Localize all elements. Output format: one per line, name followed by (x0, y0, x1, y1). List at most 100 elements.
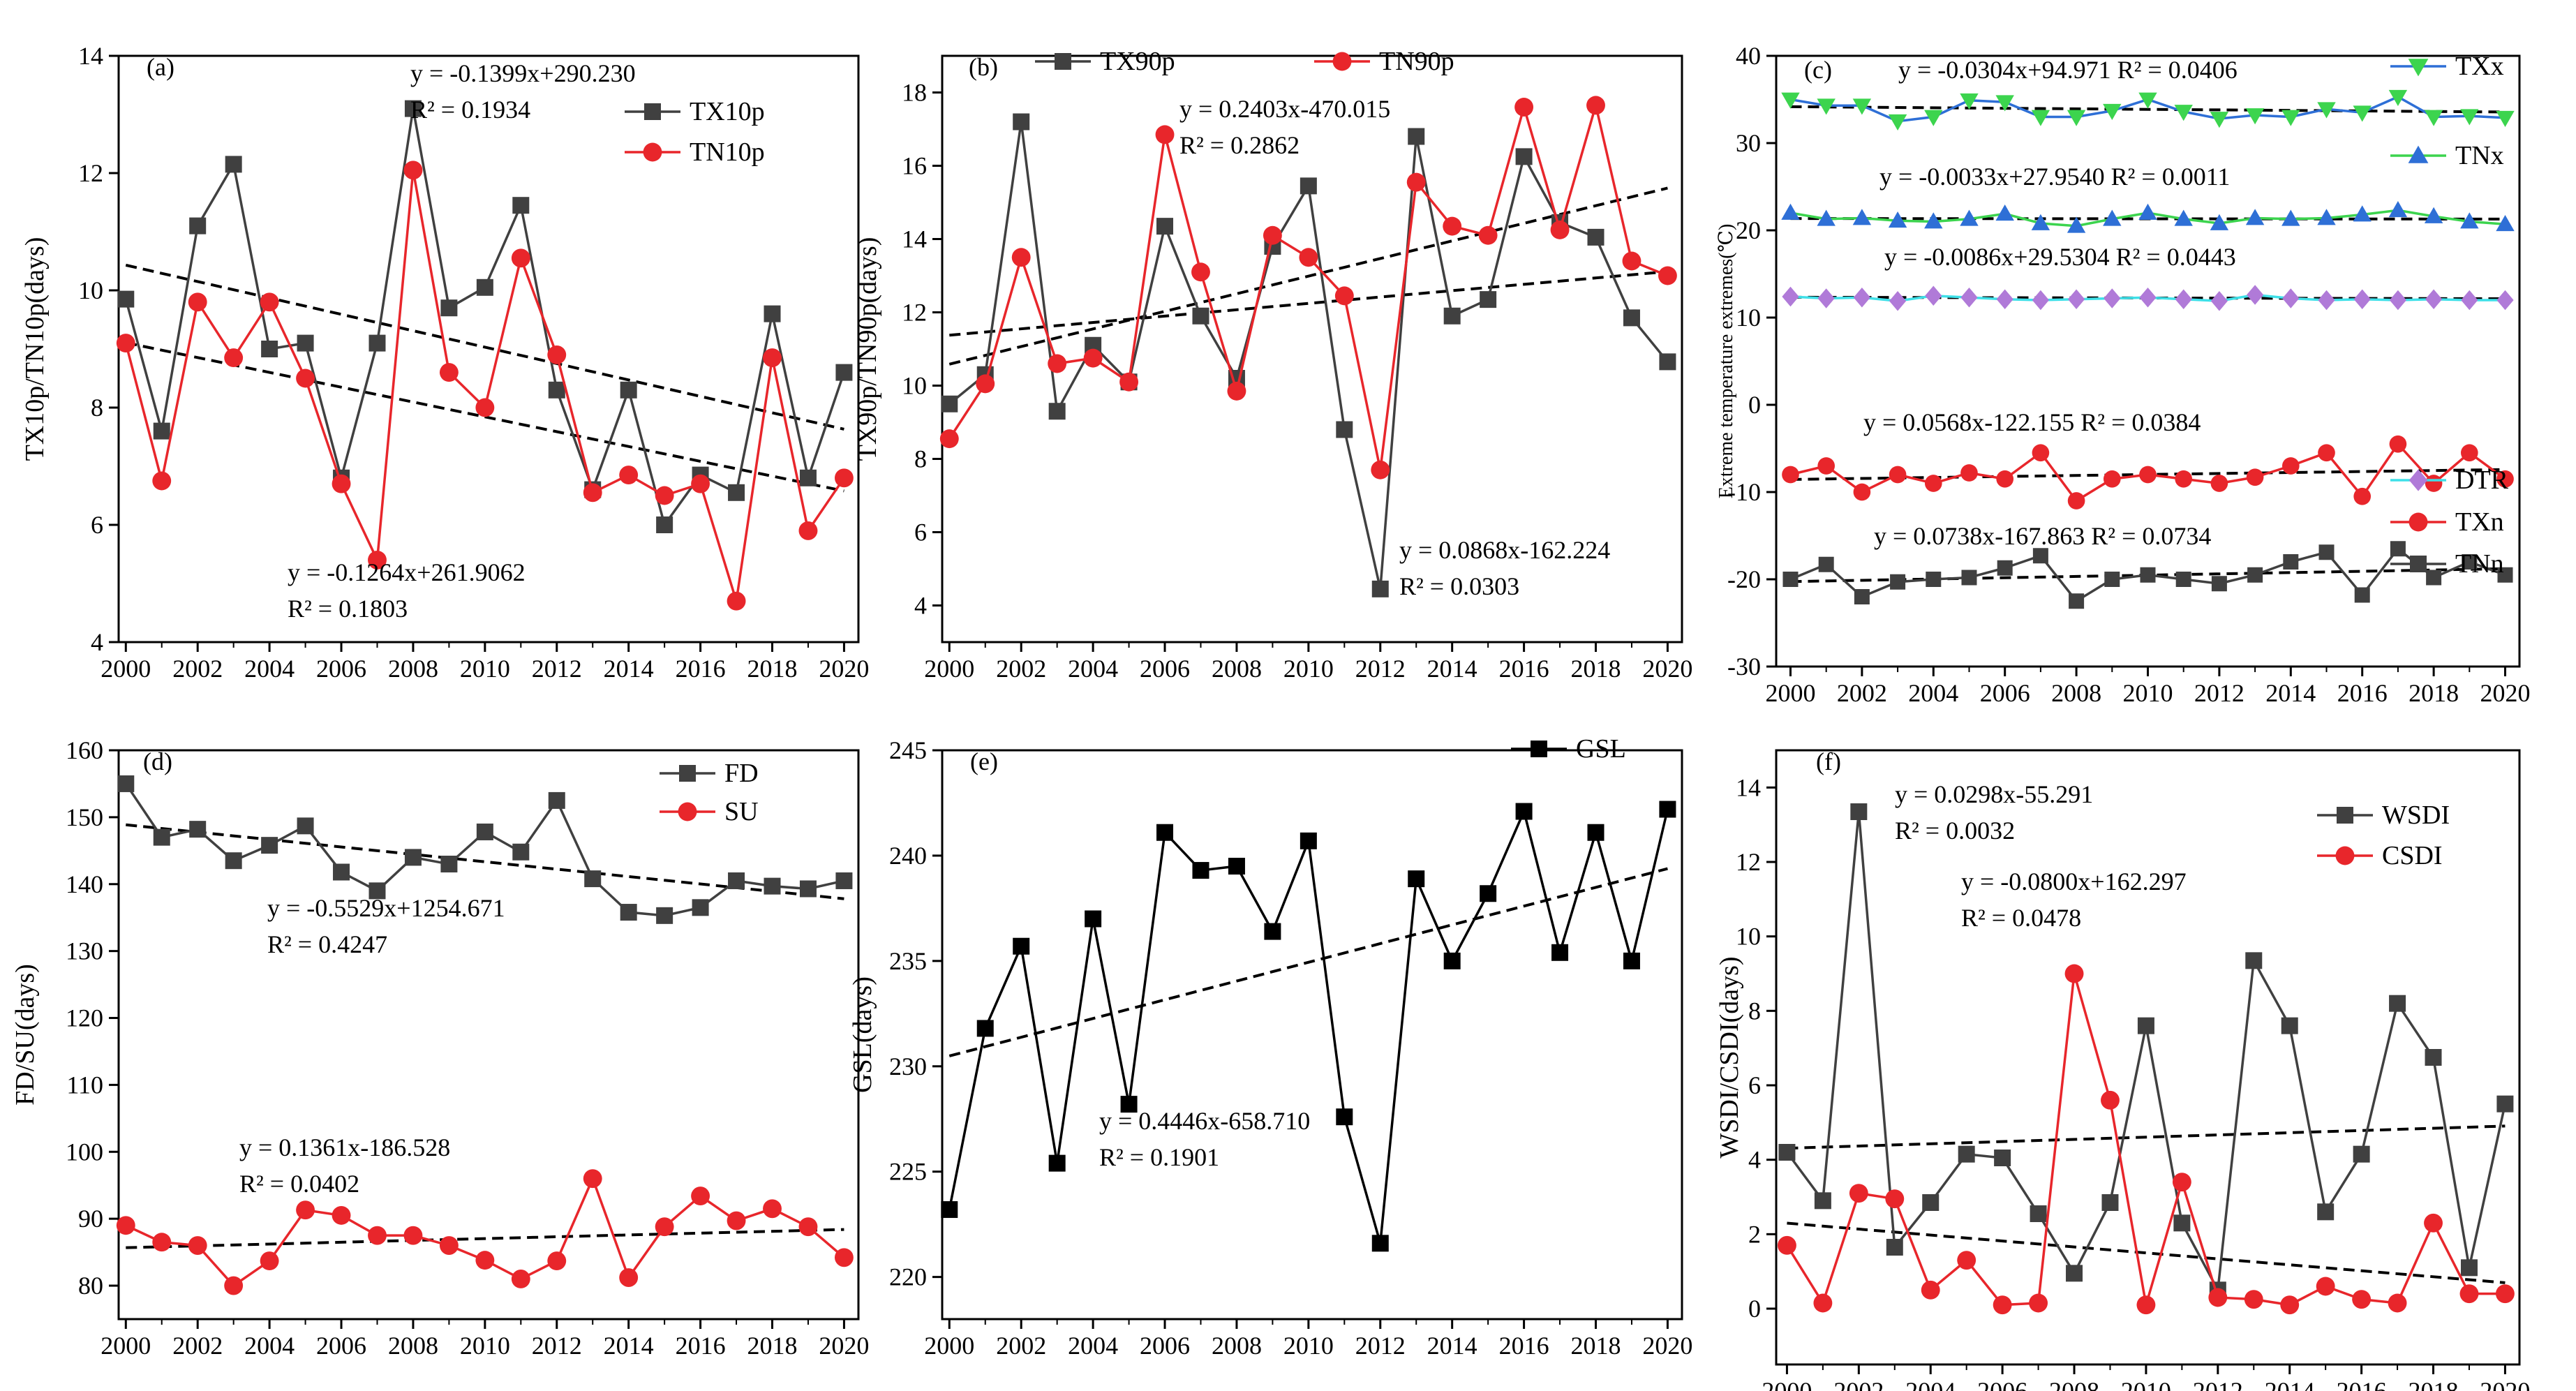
y-tick-label: 150 (66, 803, 103, 831)
data-point-TXn (2389, 435, 2407, 453)
data-point-TNx (2138, 203, 2157, 220)
y-tick-label: 140 (66, 870, 103, 898)
x-tick-label: 2016 (2337, 679, 2388, 707)
legend-label-DTR: DTR (2455, 466, 2509, 495)
x-tick-label: 2006 (1977, 1377, 2027, 1391)
x-tick-label: 2016 (676, 655, 726, 683)
x-tick-label: 2014 (604, 1332, 654, 1360)
data-point-FD (297, 817, 314, 835)
data-point-TN90p (1299, 248, 1318, 267)
legend-marker-DTR (2409, 469, 2428, 491)
data-point-FD (189, 821, 207, 838)
data-point-TN90p (1514, 98, 1534, 117)
legend-label-TN10p: TN10p (690, 137, 765, 167)
data-point-TX90p (1156, 218, 1174, 235)
y-tick-label: 80 (78, 1272, 103, 1300)
data-point-TX10p (404, 100, 422, 117)
data-point-TXn (1960, 464, 1978, 482)
data-point-TXx (2353, 105, 2372, 122)
data-point-TNn (2247, 567, 2263, 583)
x-tick-label: 2000 (924, 1332, 974, 1360)
y-tick-label: 40 (1736, 42, 1761, 70)
x-tick-label: 2000 (100, 1332, 151, 1360)
data-point-TNx (2174, 209, 2193, 226)
x-tick-label: 2012 (532, 655, 582, 683)
data-point-TX10p (799, 469, 817, 486)
data-point-TX10p (297, 334, 314, 352)
y-tick-label: 16 (902, 152, 927, 180)
y-axis-label: TX90p/TN90p(days) (853, 237, 882, 461)
data-point-TXx (2388, 89, 2408, 106)
trend-equation: y = -0.0304x+94.971 R² = 0.0406 (1898, 56, 2238, 84)
data-point-FD (368, 882, 386, 900)
data-point-TNn (2104, 572, 2120, 587)
data-point-DTR (2496, 290, 2514, 311)
data-point-WSDI (1886, 1239, 1903, 1256)
legend-marker-SU (678, 802, 697, 821)
plot-frame (941, 749, 1683, 1321)
trend-equation: y = -0.5529x+1254.671 (267, 894, 505, 922)
x-tick-label: 2012 (532, 1332, 582, 1360)
data-point-DTR (1853, 287, 1870, 308)
trend-equation: y = 0.2403x-470.015 (1179, 95, 1390, 123)
trend-equation: y = -0.1264x+261.9062 (288, 558, 526, 586)
x-tick-label: 2002 (996, 1332, 1046, 1360)
data-point-TXx (1817, 98, 1836, 115)
legend-label-TX10p: TX10p (690, 97, 765, 126)
chart-panel-2: 2000 2002 2004 2006 2008 2010 2012 2014 2016 2018… (1715, 42, 2531, 707)
data-point-DTR (2425, 289, 2443, 310)
data-point-TN90p (1658, 266, 1677, 285)
data-point-FD (476, 823, 493, 840)
data-point-TXn (1817, 457, 1836, 475)
x-tick-label: 2010 (460, 1332, 510, 1360)
panel-label: (c) (1804, 56, 1832, 84)
x-tick-label: 2012 (2194, 679, 2244, 707)
data-point-TN10p (224, 348, 244, 368)
y-tick-label: 4 (914, 592, 927, 620)
legend-marker-TNx (2408, 145, 2429, 163)
data-point-TNn (1818, 556, 1834, 572)
data-point-TNx (2210, 214, 2229, 230)
data-point-TXx (2138, 92, 2157, 109)
data-point-TN90p (1083, 348, 1103, 368)
x-tick-label: 2006 (1140, 1332, 1190, 1360)
legend-marker-TXx (2408, 59, 2429, 77)
x-tick-label: 2010 (2123, 679, 2173, 707)
data-point-TX90p (941, 395, 958, 412)
y-tick-label: 245 (889, 736, 927, 764)
y-tick-label: -30 (1727, 653, 1761, 680)
data-point-TXx (2460, 109, 2479, 126)
data-point-TXx (2245, 108, 2265, 125)
data-point-TXn (2353, 487, 2372, 505)
data-point-SU (296, 1200, 315, 1220)
data-point-WSDI (2173, 1214, 2191, 1232)
data-point-SU (691, 1187, 710, 1206)
data-point-TNx (2245, 209, 2265, 225)
data-point-FD (261, 837, 278, 854)
data-point-TNx (2496, 215, 2515, 232)
x-tick-label: 2014 (604, 655, 654, 683)
panel-label: (f) (1816, 747, 1841, 775)
y-tick-label: 225 (889, 1158, 927, 1186)
data-point-TNn (1890, 574, 1906, 590)
x-tick-label: 2014 (2265, 679, 2316, 707)
data-point-DTR (2104, 288, 2121, 308)
data-point-DTR (1817, 288, 1835, 308)
data-point-TXn (1996, 470, 2014, 488)
trendline-GSL (948, 867, 1668, 1057)
y-tick-label: 10 (1736, 923, 1761, 951)
legend-marker-CSDI (2335, 846, 2355, 865)
data-point-TN10p (152, 471, 172, 491)
y-axis-label: Extreme temperature extremes(℃) (1715, 224, 1737, 499)
y-tick-label: 8 (914, 445, 927, 473)
data-point-TX90p (1443, 307, 1461, 325)
y-tick-label: 235 (889, 947, 927, 975)
data-point-TN90p (1119, 372, 1139, 392)
data-point-CSDI (2459, 1284, 2479, 1304)
data-point-CSDI (1849, 1184, 1868, 1203)
trend-equation: y = 0.0568x-122.155 R² = 0.0384 (1863, 408, 2201, 436)
data-point-WSDI (2101, 1194, 2119, 1211)
legend-marker-TN90p (1332, 52, 1352, 71)
data-point-TN90p (1155, 125, 1175, 144)
